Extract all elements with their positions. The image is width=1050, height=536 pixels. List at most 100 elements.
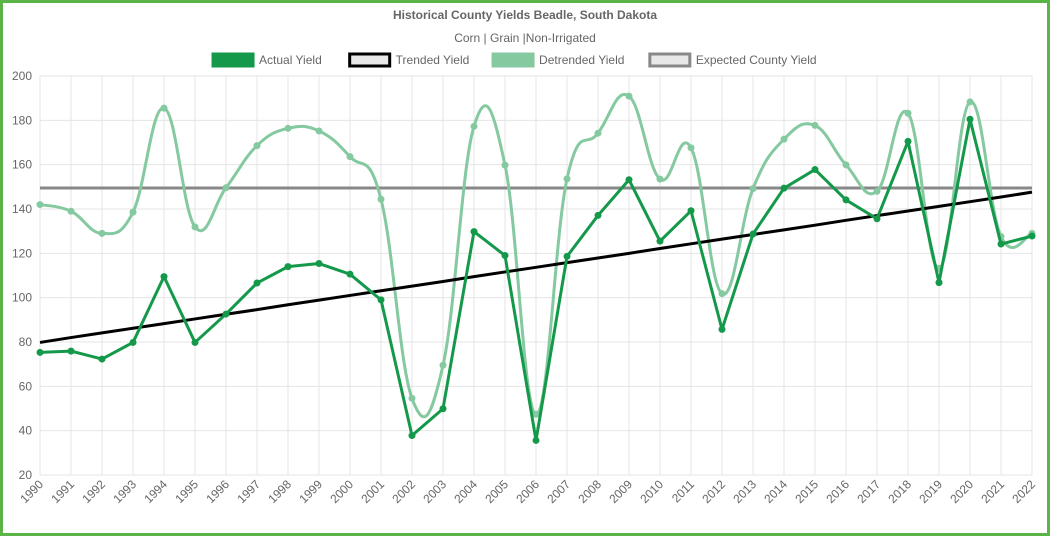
x-tick-label: 1992 — [79, 477, 108, 506]
detrended-yield-point — [811, 121, 819, 129]
x-tick-label: 2009 — [606, 477, 635, 506]
y-tick-label: 180 — [12, 113, 32, 127]
legend-swatch — [211, 52, 255, 68]
legend-item-actual-yield: Actual Yield — [211, 52, 322, 68]
detrended-yield-point — [966, 98, 974, 106]
chart-grid — [39, 75, 1033, 476]
actual-yield-point — [656, 237, 664, 245]
detrended-yield-point — [687, 144, 695, 152]
legend-swatch — [491, 52, 535, 68]
x-tick-label: 2003 — [420, 477, 449, 506]
x-tick-label: 2010 — [637, 477, 666, 506]
detrended-yield-point — [532, 410, 540, 418]
x-tick-label: 2001 — [358, 477, 387, 506]
detrended-yield-point — [160, 104, 168, 112]
x-tick-label: 1996 — [203, 477, 232, 506]
detrended-yield-point — [842, 161, 850, 169]
detrended-yield-point — [67, 207, 75, 215]
y-tick-label: 60 — [19, 379, 33, 393]
detrended-yield-point — [780, 135, 788, 143]
actual-yield-point — [470, 228, 478, 236]
actual-yield-point — [718, 325, 726, 333]
legend-label: Expected County Yield — [696, 53, 817, 67]
x-tick-label: 2018 — [885, 477, 914, 506]
detrended-yield-point — [346, 153, 354, 161]
detrended-yield-point — [36, 201, 44, 209]
legend-swatch — [348, 52, 392, 68]
x-tick-label: 2005 — [482, 477, 511, 506]
actual-yield-point — [315, 260, 323, 268]
actual-yield-point — [625, 176, 633, 184]
x-tick-label: 2007 — [544, 477, 573, 506]
x-tick-label: 2016 — [823, 477, 852, 506]
actual-yield-point — [780, 184, 788, 192]
actual-yield-point — [997, 240, 1005, 248]
chart-subtitle: Corn | Grain |Non-Irrigated — [454, 31, 596, 45]
actual-yield-point — [749, 230, 757, 238]
x-tick-label: 2002 — [389, 477, 418, 506]
detrended-yield-point — [904, 109, 912, 117]
detrended-yield-point — [594, 129, 602, 137]
x-tick-label: 1995 — [172, 477, 201, 506]
actual-yield-point — [67, 347, 75, 355]
actual-yield-point — [377, 296, 385, 304]
legend-label: Detrended Yield — [539, 53, 624, 67]
actual-yield-point — [594, 211, 602, 219]
legend-swatch — [648, 52, 692, 68]
x-tick-label: 1991 — [48, 477, 77, 506]
actual-yield-point — [1028, 232, 1036, 240]
chart-series — [36, 92, 1036, 444]
actual-yield-point — [160, 273, 168, 281]
detrended-yield-point — [873, 187, 881, 195]
x-tick-label: 1997 — [234, 477, 263, 506]
detrended-yield-point — [129, 208, 137, 216]
x-tick-label: 2012 — [699, 477, 728, 506]
y-tick-label: 140 — [12, 202, 32, 216]
legend-item-trended-yield: Trended Yield — [348, 52, 470, 68]
y-tick-label: 200 — [12, 69, 32, 83]
legend-item-detrended-yield: Detrended Yield — [491, 52, 624, 68]
actual-yield-point — [501, 252, 509, 260]
x-tick-label: 2022 — [1009, 477, 1038, 506]
x-axis: 1990 1991 1992 1993 1994 1995 1996 1997 1998 1999… — [17, 477, 1038, 506]
actual-yield-point — [687, 207, 695, 215]
legend-label: Trended Yield — [396, 53, 470, 67]
detrended-yield-point — [98, 229, 106, 237]
actual-yield-point — [222, 310, 230, 318]
x-tick-label: 2019 — [916, 477, 945, 506]
actual-yield-point — [904, 137, 912, 145]
y-tick-label: 100 — [12, 291, 32, 305]
x-tick-label: 2004 — [451, 477, 480, 506]
detrended-yield-point — [439, 361, 447, 369]
actual-yield-point — [346, 270, 354, 278]
actual-yield-point — [439, 405, 447, 413]
detrended-yield-point — [315, 127, 323, 135]
series-detrended-yield — [36, 92, 1036, 419]
actual-yield-point — [563, 252, 571, 260]
actual-yield-point — [408, 432, 416, 440]
x-tick-label: 2020 — [947, 477, 976, 506]
x-tick-label: 1993 — [110, 477, 139, 506]
x-tick-label: 2011 — [669, 477, 697, 505]
detrended-yield-point — [501, 161, 509, 169]
y-axis: 20 40 60 80 100 120 140 160 180 200 — [12, 69, 32, 482]
detrended-yield-point — [656, 175, 664, 183]
y-tick-label: 160 — [12, 158, 32, 172]
chart-title: Historical County Yields Beadle, South D… — [393, 8, 657, 22]
detrended-yield-point — [718, 290, 726, 298]
actual-yield-point — [284, 263, 292, 271]
legend-label: Actual Yield — [259, 53, 322, 67]
detrended-yield-point — [749, 185, 757, 193]
actual-yield-point — [36, 348, 44, 356]
detrended-yield-point — [625, 92, 633, 100]
x-tick-label: 1994 — [141, 477, 170, 506]
y-tick-label: 120 — [12, 246, 32, 260]
x-tick-label: 2015 — [792, 477, 821, 506]
actual-yield-point — [129, 338, 137, 346]
chart-legend: Actual Yield Trended Yield Detrended Yield… — [211, 52, 817, 68]
x-tick-label: 2008 — [575, 477, 604, 506]
series-actual-yield — [36, 115, 1036, 444]
detrended-yield-point — [284, 124, 292, 132]
actual-yield-point — [253, 279, 261, 287]
